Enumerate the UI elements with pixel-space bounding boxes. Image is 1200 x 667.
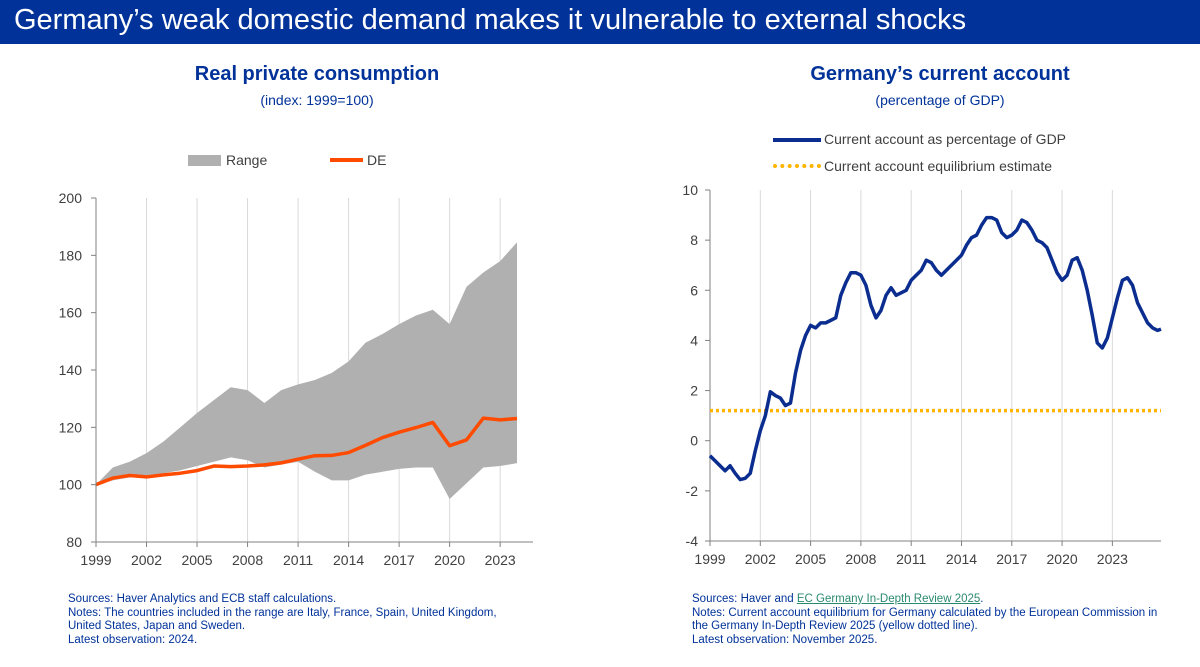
de-line xyxy=(95,416,518,487)
right-y-tick-label: 6 xyxy=(690,282,698,298)
right-x-tick-label: 1999 xyxy=(694,551,725,567)
current-account-line xyxy=(708,215,1162,482)
left-chart-title: Real private consumption xyxy=(194,63,440,85)
right-latest: Latest observation: November 2025. xyxy=(692,633,878,646)
right-x-tick-label: 2014 xyxy=(946,551,977,567)
left-x-tick-label: 2020 xyxy=(434,552,465,568)
left-x-tick-label: 2023 xyxy=(485,552,516,568)
left-sources: Sources: Haver Analytics and ECB staff c… xyxy=(68,593,337,605)
left-x-tick-label: 2011 xyxy=(283,552,313,568)
legend-de-swatch xyxy=(330,158,363,162)
right-notes-line1: Notes: Current account equilibrium for G… xyxy=(692,606,1158,619)
right-chart-title: Germany’s current account xyxy=(810,63,1070,85)
right-x-tick-label: 2005 xyxy=(795,551,826,567)
idr-link[interactable]: EC Germany In-Depth Review 2025 xyxy=(796,593,981,605)
right-x-tick-label: 2023 xyxy=(1097,551,1128,567)
left-chart: 1999 2002 2005 2008 2011 2014 2017 2020 2023 80 10… xyxy=(59,190,533,568)
page-title: Germany’s weak domestic demand makes it … xyxy=(14,4,967,36)
right-x-tick-label: 2020 xyxy=(1047,551,1078,567)
right-y-tick-label: -4 xyxy=(686,533,699,549)
left-notes-line2: United States, Japan and Sweden. xyxy=(68,620,246,632)
left-y-tick-label: 80 xyxy=(66,534,82,550)
legend-de-label: DE xyxy=(367,152,387,168)
left-y-tick-label: 160 xyxy=(59,305,83,321)
left-notes-line1: Notes: The countries included in the ran… xyxy=(68,606,497,619)
right-notes-line2: the Germany In-Depth Review 2025 (yellow… xyxy=(692,620,978,632)
right-x-tick-label: 2011 xyxy=(896,551,926,567)
legend-equilibrium-swatch xyxy=(773,164,821,168)
right-y-tick-label: 4 xyxy=(690,332,698,348)
right-y-tick-label: -2 xyxy=(686,483,699,499)
left-x-tick-label: 2014 xyxy=(333,552,364,568)
left-x-tick-label: 2005 xyxy=(181,552,212,568)
legend-ca-swatch xyxy=(773,138,821,142)
right-y-tick-label: 8 xyxy=(690,232,698,248)
legend-range-label: Range xyxy=(226,152,268,168)
right-y-tick-label: 2 xyxy=(690,383,698,399)
left-notes: Sources: Haver Analytics and ECB staff c… xyxy=(68,593,568,647)
right-notes: Sources: Haver and EC Germany In-Depth R… xyxy=(692,593,1197,647)
left-y-tick-label: 180 xyxy=(59,247,83,263)
left-x-tick-label: 1999 xyxy=(80,552,111,568)
left-y-tick-label: 140 xyxy=(59,362,83,378)
left-latest: Latest observation: 2024. xyxy=(68,633,198,646)
right-chart-subtitle: (percentage of GDP) xyxy=(875,92,1005,108)
right-y-tick-label: 0 xyxy=(690,433,698,449)
right-chart: 1999 2002 2005 2008 2011 2014 2017 2020 2023 -4 -2… xyxy=(682,182,1162,567)
right-sources-suffix: . xyxy=(980,593,984,605)
left-x-tick-label: 2002 xyxy=(131,552,162,568)
left-x-tick-label: 2008 xyxy=(232,552,263,568)
title-bar: Germany’s weak domestic demand makes it … xyxy=(0,0,1200,44)
right-sources: Sources: Haver and EC Germany In-Depth R… xyxy=(692,593,1197,607)
legend-range-swatch xyxy=(188,155,221,166)
legend-equilibrium-label: Current account equilibrium estimate xyxy=(824,158,1052,174)
right-y-tick-label: 10 xyxy=(682,182,698,198)
right-x-tick-label: 2002 xyxy=(745,551,776,567)
left-y-tick-label: 100 xyxy=(59,477,83,493)
left-y-tick-label: 200 xyxy=(59,190,83,206)
range-band xyxy=(96,242,518,499)
right-x-tick-label: 2017 xyxy=(996,551,1027,567)
right-sources-prefix: Sources: Haver and xyxy=(692,593,797,605)
left-x-tick-label: 2017 xyxy=(384,552,415,568)
left-y-tick-label: 120 xyxy=(59,419,83,435)
left-chart-subtitle: (index: 1999=100) xyxy=(260,92,374,108)
right-x-tick-label: 2008 xyxy=(845,551,876,567)
legend-ca-label: Current account as percentage of GDP xyxy=(824,131,1067,147)
